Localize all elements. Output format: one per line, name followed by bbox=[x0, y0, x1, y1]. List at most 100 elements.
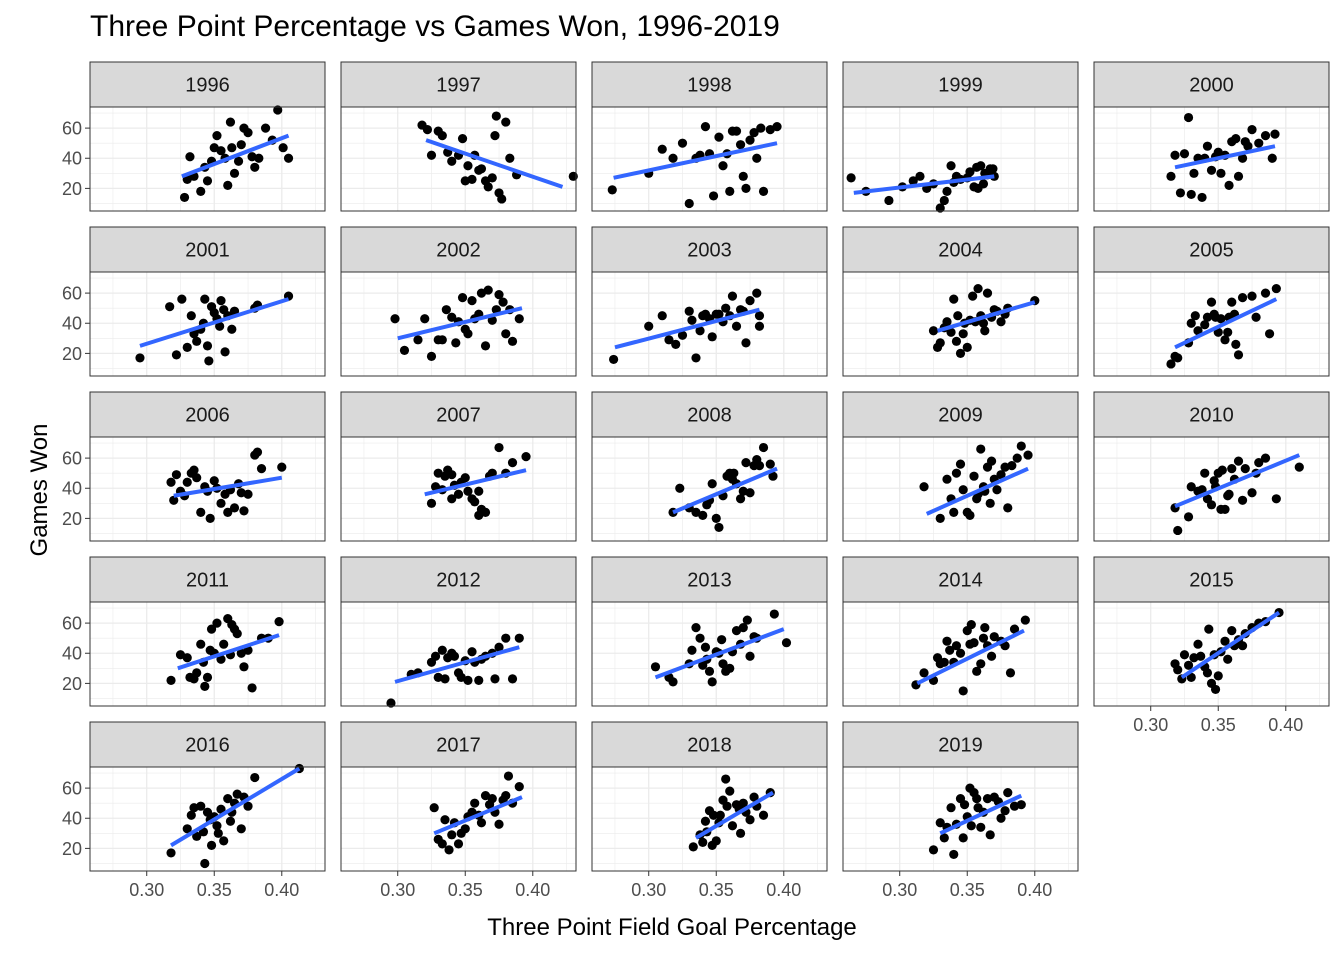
data-point bbox=[718, 659, 728, 669]
data-point bbox=[1202, 668, 1213, 678]
data-point bbox=[209, 476, 219, 486]
data-point bbox=[707, 479, 717, 489]
data-point bbox=[1223, 654, 1233, 664]
data-point bbox=[463, 161, 473, 171]
data-point bbox=[437, 335, 447, 345]
data-point bbox=[1166, 359, 1176, 369]
data-point bbox=[501, 117, 511, 127]
facet-strip-label: 2008 bbox=[687, 405, 732, 427]
data-point bbox=[1197, 192, 1207, 203]
data-point bbox=[426, 498, 437, 508]
data-point bbox=[453, 489, 464, 499]
facet-strip bbox=[842, 226, 1079, 273]
data-point bbox=[953, 311, 963, 321]
facet-panel-2002: 2002 bbox=[340, 226, 577, 377]
data-point bbox=[884, 195, 894, 206]
data-point bbox=[200, 294, 210, 304]
data-point bbox=[216, 498, 226, 508]
data-point bbox=[738, 798, 748, 808]
data-point bbox=[1254, 458, 1264, 468]
data-point bbox=[169, 495, 179, 505]
data-point bbox=[1206, 165, 1217, 175]
fit-line bbox=[433, 795, 523, 836]
facet-panel-1996: 1996 20 40 60 bbox=[62, 61, 326, 212]
data-point bbox=[212, 131, 222, 141]
data-point bbox=[958, 833, 968, 843]
panel-border bbox=[1093, 601, 1330, 707]
data-point bbox=[223, 180, 233, 190]
data-point bbox=[243, 128, 253, 138]
data-point bbox=[1000, 806, 1010, 816]
facet-strip-label: 2013 bbox=[687, 570, 732, 592]
y-tick-label: 20 bbox=[62, 179, 82, 199]
data-point bbox=[1189, 168, 1199, 178]
data-point bbox=[239, 506, 249, 516]
data-point bbox=[942, 636, 952, 646]
y-tick-label: 20 bbox=[62, 509, 82, 529]
data-point bbox=[215, 321, 225, 331]
data-point bbox=[1260, 288, 1271, 298]
data-point bbox=[227, 143, 237, 153]
data-point bbox=[745, 135, 755, 145]
fit-line bbox=[939, 793, 1023, 836]
panel-background bbox=[843, 767, 1078, 871]
data-point bbox=[752, 288, 762, 298]
data-point bbox=[677, 138, 688, 148]
data-point bbox=[216, 296, 226, 306]
data-point bbox=[986, 651, 997, 661]
facet-strip-label: 2002 bbox=[436, 240, 481, 262]
data-point bbox=[1233, 350, 1244, 360]
data-point bbox=[460, 824, 470, 834]
data-point bbox=[657, 144, 667, 154]
data-point bbox=[769, 609, 779, 619]
data-point bbox=[1186, 318, 1196, 328]
data-point bbox=[729, 468, 739, 478]
data-point bbox=[691, 623, 701, 633]
data-point bbox=[919, 668, 929, 678]
x-tick-label: 0.40 bbox=[766, 880, 801, 900]
y-tick-label: 60 bbox=[62, 449, 82, 469]
data-point bbox=[846, 173, 856, 183]
fit-line bbox=[654, 627, 785, 680]
data-point bbox=[745, 815, 755, 825]
data-point bbox=[725, 186, 735, 197]
data-point bbox=[718, 161, 728, 171]
data-point bbox=[490, 131, 500, 141]
data-point bbox=[225, 816, 236, 826]
data-point bbox=[945, 645, 955, 655]
panel-border bbox=[1093, 436, 1330, 542]
data-point bbox=[644, 321, 654, 331]
data-point bbox=[233, 156, 244, 166]
data-point bbox=[166, 675, 176, 685]
data-point bbox=[1220, 636, 1230, 646]
data-point bbox=[700, 121, 711, 132]
data-point bbox=[707, 332, 717, 342]
data-point bbox=[470, 497, 480, 507]
data-point bbox=[942, 186, 952, 197]
facet-strip bbox=[89, 721, 326, 768]
data-point bbox=[497, 194, 507, 204]
data-point bbox=[1216, 168, 1226, 178]
panel-border bbox=[842, 271, 1079, 377]
data-point bbox=[745, 651, 755, 661]
facet-panel-2014: 2014 bbox=[842, 556, 1079, 707]
data-point bbox=[1233, 171, 1244, 181]
data-point bbox=[935, 338, 945, 348]
data-point bbox=[976, 659, 986, 669]
data-point bbox=[972, 666, 982, 676]
y-tick-label: 20 bbox=[62, 674, 82, 694]
data-point bbox=[422, 125, 433, 135]
data-point bbox=[965, 510, 975, 520]
facet-panel-2013: 2013 bbox=[591, 556, 828, 707]
data-point bbox=[992, 485, 1002, 495]
data-point bbox=[1020, 615, 1030, 625]
data-point bbox=[687, 315, 697, 325]
data-point bbox=[749, 128, 759, 138]
data-point bbox=[962, 342, 972, 352]
facet-strip bbox=[340, 226, 577, 273]
facet-strip bbox=[591, 61, 828, 108]
data-point bbox=[135, 353, 145, 363]
y-tick-label: 60 bbox=[62, 119, 82, 139]
data-point bbox=[1000, 641, 1010, 651]
